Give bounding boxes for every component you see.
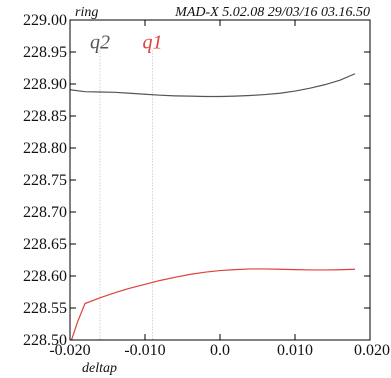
y-tick-label: 229.00	[23, 12, 67, 29]
tick-labels: 229.00 228.95 228.90 228.85 228.80 228.75 228.…	[23, 12, 390, 359]
y-tick-label: 228.90	[23, 76, 67, 93]
y-tick-label: 228.65	[23, 236, 67, 253]
y-tick-label: 228.80	[23, 140, 67, 157]
header-right-label: MAD-X 5.02.08 29/03/16 03.16.50	[174, 5, 370, 20]
y-tick-label: 228.75	[23, 172, 67, 189]
x-tick-label: 0.010	[277, 342, 313, 359]
y-tick-label: 228.60	[23, 268, 67, 285]
y-tick-label: 228.50	[23, 332, 67, 349]
plot-frame	[69, 19, 371, 341]
series-labels: q2 q1	[90, 31, 163, 53]
series-line-q2	[69, 73, 356, 98]
axis-ticks	[69, 19, 371, 341]
x-axis-label: deltap	[82, 361, 117, 376]
series-line-q1	[70, 268, 356, 341]
y-tick-label: 228.55	[23, 300, 67, 317]
y-tick-label: 228.70	[23, 204, 67, 221]
y-tick-label: 228.95	[23, 44, 67, 61]
series-lines	[69, 73, 356, 341]
series-label-q1: q1	[143, 31, 163, 53]
header-left-label: ring	[75, 5, 98, 20]
x-tick-label: -0.020	[49, 342, 90, 359]
x-tick-label: 0.020	[354, 342, 390, 359]
y-tick-label: 228.85	[23, 108, 67, 125]
x-tick-label: -0.010	[124, 342, 165, 359]
series-label-q2: q2	[90, 31, 110, 53]
series-guides	[99, 50, 153, 340]
x-tick-label: 0.0	[210, 342, 230, 359]
